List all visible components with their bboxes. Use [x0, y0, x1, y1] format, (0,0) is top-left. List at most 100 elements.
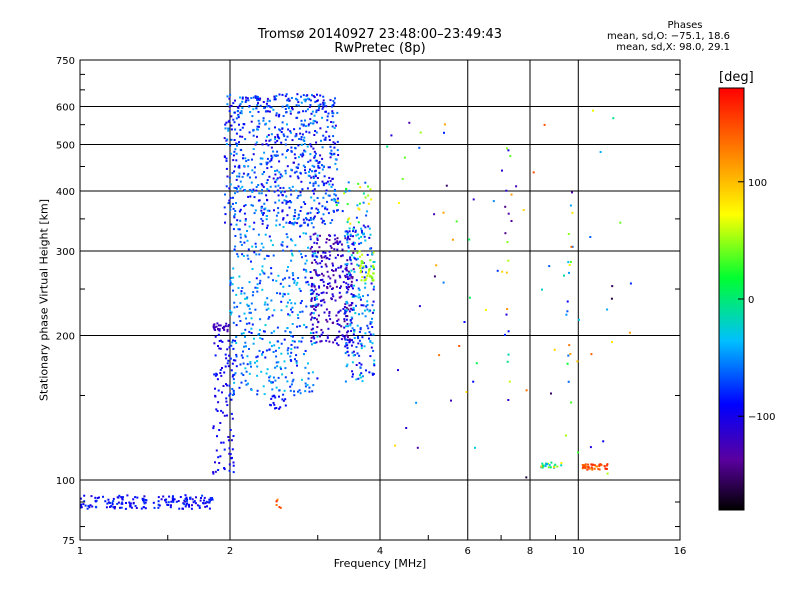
scatter-point [249, 361, 252, 363]
scatter-point [263, 330, 266, 333]
scatter-point [272, 150, 275, 153]
scatter-point [240, 354, 243, 357]
scatter-point [553, 348, 556, 351]
scatter-point [298, 250, 301, 253]
scatter-point [198, 505, 201, 508]
scatter-point [260, 183, 263, 186]
scatter-point [268, 379, 271, 382]
scatter-point [230, 369, 233, 372]
scatter-point [280, 131, 283, 133]
scatter-point [335, 268, 337, 271]
scatter-point [359, 326, 362, 329]
scatter-point [235, 159, 238, 162]
scatter-point [237, 110, 240, 113]
scatter-point [345, 267, 348, 270]
scatter-point [322, 101, 325, 104]
scatter-point [360, 342, 363, 345]
scatter-point [286, 150, 288, 152]
scatter-point [274, 201, 277, 204]
scatter-point [358, 242, 361, 245]
scatter-point [363, 345, 366, 348]
scatter-point [312, 182, 315, 185]
scatter-point [232, 289, 234, 292]
scatter-point [269, 105, 272, 108]
scatter-point [247, 257, 250, 260]
scatter-point [290, 249, 293, 252]
scatter-point [230, 311, 233, 314]
scatter-point [289, 359, 292, 361]
scatter-point [245, 317, 247, 320]
scatter-point [602, 440, 605, 443]
scatter-point [345, 365, 348, 368]
scatter-point [311, 170, 313, 173]
scatter-point [336, 149, 339, 152]
scatter-point [322, 280, 325, 283]
scatter-point [364, 286, 367, 289]
scatter-point [284, 156, 287, 159]
scatter-point [284, 138, 287, 141]
scatter-point [326, 208, 329, 211]
scatter-point [496, 269, 499, 272]
scatter-point [257, 184, 260, 186]
scatter-point [83, 500, 86, 503]
scatter-point [606, 463, 609, 466]
scatter-point [251, 115, 254, 118]
scatter-point [373, 309, 375, 312]
scatter-point [217, 345, 219, 347]
y-axis-label: Stationary phase Virtual Height [km] [37, 198, 51, 402]
scatter-point [568, 271, 570, 274]
scatter-point [315, 292, 318, 295]
scatter-point [355, 234, 358, 237]
scatter-point [289, 385, 292, 388]
scatter-point [305, 281, 308, 284]
scatter-point [274, 170, 276, 172]
scatter-point [320, 256, 323, 259]
scatter-point [274, 379, 277, 382]
scatter-point [330, 152, 333, 155]
scatter-point [314, 309, 317, 312]
scatter-point [365, 305, 368, 308]
scatter-point [259, 337, 262, 340]
scatter-point [245, 99, 248, 102]
scatter-point [369, 247, 372, 250]
scatter-point [300, 378, 303, 381]
scatter-point [279, 406, 282, 409]
scatter-point [211, 498, 214, 501]
scatter-point [304, 110, 307, 113]
scatter-point [320, 279, 323, 281]
scatter-point [311, 282, 314, 285]
scatter-point [352, 243, 355, 246]
scatter-point [278, 346, 281, 349]
scatter-point [261, 189, 263, 191]
scatter-point [394, 444, 397, 447]
scatter-point [334, 241, 337, 244]
scatter-point [326, 320, 329, 323]
scatter-point [228, 346, 231, 349]
x-tick-label: 2 [227, 546, 233, 557]
scatter-point [315, 295, 318, 298]
scatter-point [332, 270, 335, 272]
scatter-point [322, 298, 325, 301]
scatter-point [79, 497, 82, 500]
scatter-point [268, 341, 271, 344]
colorbar-tick-label: −100 [748, 412, 775, 423]
scatter-point [323, 311, 326, 314]
scatter-point [300, 123, 303, 126]
scatter-point [335, 342, 338, 345]
scatter-point [334, 238, 337, 241]
scatter-point [347, 330, 350, 333]
scatter-point [255, 253, 258, 256]
scatter-point [261, 157, 264, 160]
scatter-point [325, 238, 328, 241]
scatter-point [296, 222, 299, 225]
scatter-point [322, 165, 325, 168]
scatter-point [262, 271, 265, 274]
scatter-point [419, 131, 422, 134]
scatter-point [258, 192, 261, 195]
scatter-point [340, 338, 343, 341]
scatter-point [321, 168, 324, 171]
scatter-point [314, 130, 317, 132]
scatter-point [586, 468, 589, 471]
scatter-point [286, 165, 289, 168]
scatter-point [317, 184, 320, 187]
